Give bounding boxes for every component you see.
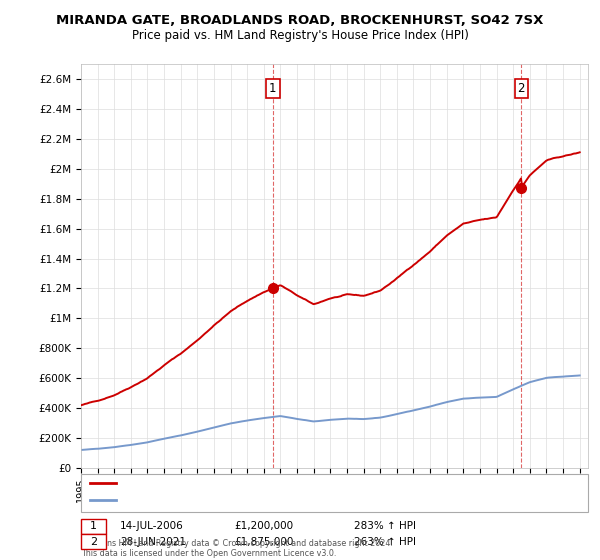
Text: HPI: Average price, detached house, New Forest: HPI: Average price, detached house, New … bbox=[120, 496, 338, 505]
Text: 28-JUN-2021: 28-JUN-2021 bbox=[120, 536, 186, 547]
Text: 1: 1 bbox=[90, 521, 97, 531]
Text: MIRANDA GATE, BROADLANDS ROAD, BROCKENHURST, SO42 7SX: MIRANDA GATE, BROADLANDS ROAD, BROCKENHU… bbox=[56, 14, 544, 27]
Text: £1,875,000: £1,875,000 bbox=[234, 536, 293, 547]
Text: 1: 1 bbox=[269, 82, 277, 95]
Text: 2: 2 bbox=[518, 82, 525, 95]
Text: 2: 2 bbox=[90, 536, 97, 547]
Text: 14-JUL-2006: 14-JUL-2006 bbox=[120, 521, 184, 531]
Text: 283% ↑ HPI: 283% ↑ HPI bbox=[354, 521, 416, 531]
Text: Contains HM Land Registry data © Crown copyright and database right 2024.
This d: Contains HM Land Registry data © Crown c… bbox=[81, 539, 393, 558]
Text: Price paid vs. HM Land Registry's House Price Index (HPI): Price paid vs. HM Land Registry's House … bbox=[131, 29, 469, 42]
Text: £1,200,000: £1,200,000 bbox=[234, 521, 293, 531]
Text: MIRANDA GATE, BROADLANDS ROAD, BROCKENHURST, SO42 7SX (detached house): MIRANDA GATE, BROADLANDS ROAD, BROCKENHU… bbox=[120, 479, 499, 488]
Text: 263% ↑ HPI: 263% ↑ HPI bbox=[354, 536, 416, 547]
